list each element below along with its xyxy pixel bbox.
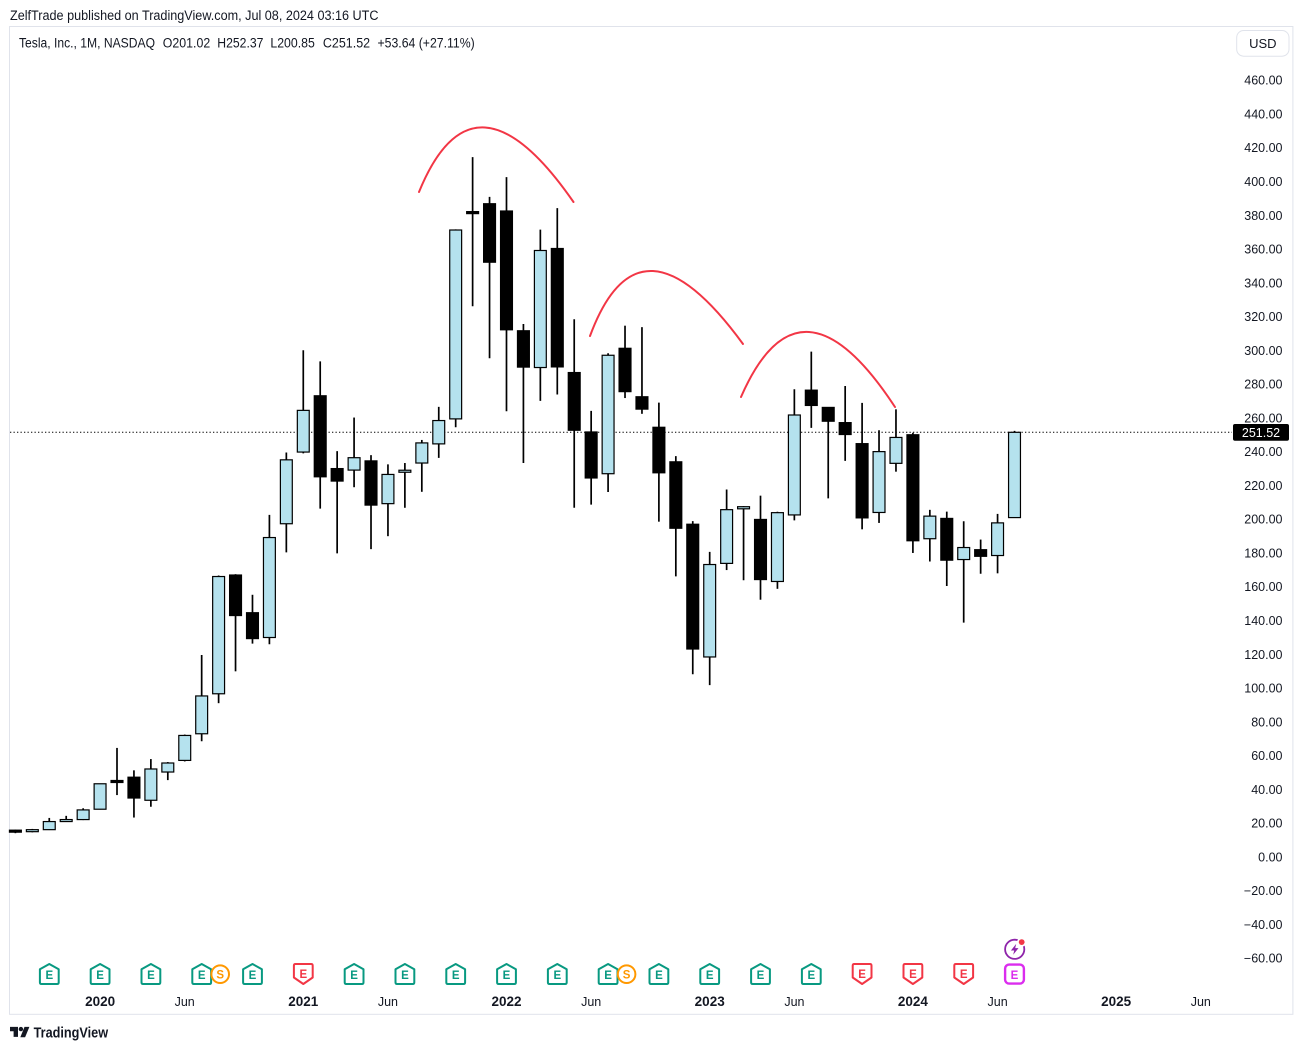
svg-text:320.00: 320.00 xyxy=(1244,310,1282,324)
svg-text:Jun: Jun xyxy=(784,995,804,1009)
svg-text:E: E xyxy=(960,969,968,981)
svg-text:60.00: 60.00 xyxy=(1251,749,1282,763)
svg-text:180.00: 180.00 xyxy=(1244,547,1282,561)
svg-text:Tesla, Inc., 1M, NASDAQ: Tesla, Inc., 1M, NASDAQ xyxy=(19,36,155,51)
svg-text:E: E xyxy=(147,970,155,982)
svg-text:20.00: 20.00 xyxy=(1251,817,1282,831)
svg-text:E: E xyxy=(858,969,866,981)
svg-text:360.00: 360.00 xyxy=(1244,243,1282,257)
svg-text:Jun: Jun xyxy=(581,995,601,1009)
svg-text:200.00: 200.00 xyxy=(1244,513,1282,527)
svg-text:E: E xyxy=(604,970,612,982)
svg-text:E: E xyxy=(249,970,257,982)
svg-text:40.00: 40.00 xyxy=(1251,783,1282,797)
svg-text:220.00: 220.00 xyxy=(1244,479,1282,493)
svg-text:E: E xyxy=(503,970,511,982)
svg-text:E: E xyxy=(706,970,714,982)
svg-text:S: S xyxy=(623,970,631,982)
svg-text:440.00: 440.00 xyxy=(1244,108,1282,122)
svg-text:+53.64 (+27.11%): +53.64 (+27.11%) xyxy=(378,36,475,51)
svg-text:ZelfTrade published on Trading: ZelfTrade published on TradingView.com, … xyxy=(10,8,379,23)
svg-text:H252.37: H252.37 xyxy=(217,36,263,51)
svg-text:160.00: 160.00 xyxy=(1244,580,1282,594)
svg-text:380.00: 380.00 xyxy=(1244,209,1282,223)
svg-text:O201.02: O201.02 xyxy=(163,36,210,51)
svg-text:E: E xyxy=(553,970,561,982)
svg-text:240.00: 240.00 xyxy=(1244,445,1282,459)
svg-text:E: E xyxy=(299,969,307,981)
svg-text:2021: 2021 xyxy=(288,994,319,1009)
svg-text:E: E xyxy=(807,970,815,982)
svg-text:420.00: 420.00 xyxy=(1244,141,1282,155)
svg-text:E: E xyxy=(452,970,460,982)
svg-text:E: E xyxy=(1011,970,1019,982)
svg-text:260.00: 260.00 xyxy=(1244,411,1282,425)
svg-text:0.00: 0.00 xyxy=(1258,850,1282,864)
svg-text:251.52: 251.52 xyxy=(1242,426,1280,440)
svg-text:2023: 2023 xyxy=(695,994,726,1009)
svg-text:Jun: Jun xyxy=(378,995,398,1009)
svg-text:460.00: 460.00 xyxy=(1244,74,1282,88)
svg-text:2024: 2024 xyxy=(898,994,929,1009)
svg-text:TradingView: TradingView xyxy=(34,1025,109,1041)
svg-text:Jun: Jun xyxy=(1191,995,1211,1009)
svg-text:Jun: Jun xyxy=(988,995,1008,1009)
svg-text:E: E xyxy=(198,970,206,982)
svg-text:−40.00: −40.00 xyxy=(1244,918,1283,932)
svg-text:2022: 2022 xyxy=(491,994,521,1009)
svg-text:USD: USD xyxy=(1249,36,1276,51)
svg-text:340.00: 340.00 xyxy=(1244,276,1282,290)
svg-text:E: E xyxy=(655,970,663,982)
svg-text:120.00: 120.00 xyxy=(1244,648,1282,662)
svg-text:400.00: 400.00 xyxy=(1244,175,1282,189)
svg-text:280.00: 280.00 xyxy=(1244,378,1282,392)
svg-text:100.00: 100.00 xyxy=(1244,682,1282,696)
svg-text:L200.85: L200.85 xyxy=(270,36,314,51)
svg-text:S: S xyxy=(216,970,224,982)
svg-text:140.00: 140.00 xyxy=(1244,614,1282,628)
svg-text:80.00: 80.00 xyxy=(1251,715,1282,729)
svg-text:Jun: Jun xyxy=(175,995,195,1009)
svg-text:E: E xyxy=(45,970,53,982)
svg-text:−60.00: −60.00 xyxy=(1244,952,1283,966)
svg-text:E: E xyxy=(909,969,917,981)
svg-text:2025: 2025 xyxy=(1101,994,1132,1009)
svg-text:300.00: 300.00 xyxy=(1244,344,1282,358)
svg-text:−20.00: −20.00 xyxy=(1244,884,1283,898)
svg-text:E: E xyxy=(96,970,104,982)
svg-text:E: E xyxy=(350,970,358,982)
svg-text:E: E xyxy=(401,970,409,982)
svg-text:2020: 2020 xyxy=(85,994,115,1009)
svg-text:E: E xyxy=(757,970,765,982)
svg-text:C251.52: C251.52 xyxy=(323,36,370,51)
